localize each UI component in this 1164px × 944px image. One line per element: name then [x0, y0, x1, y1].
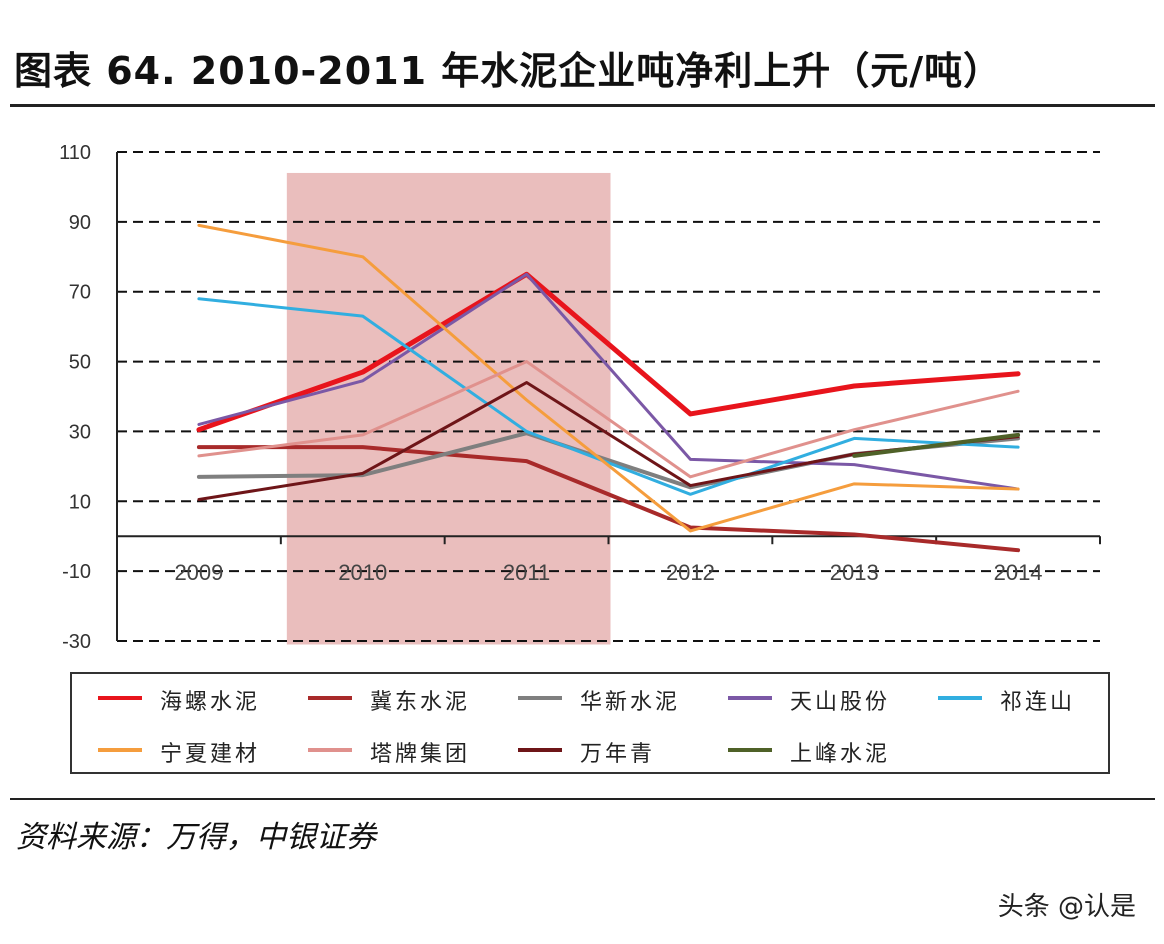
series-line-6	[197, 360, 1020, 479]
watermark: 头条 @认是	[997, 892, 1136, 922]
chart-title: 图表 64. 2010-2011 年水泥企业吨净利上升（元/吨）	[14, 49, 1003, 93]
series-line-4	[197, 297, 1020, 496]
x-tick-label: 2011	[503, 560, 550, 585]
legend-label: 祁连山	[1000, 690, 1076, 715]
legend-label: 华新水泥	[580, 690, 681, 715]
legend-item: 上峰水泥	[728, 736, 891, 768]
legend-item: 冀东水泥	[308, 684, 471, 716]
legend-label: 冀东水泥	[370, 690, 471, 715]
highlight-region	[286, 172, 611, 645]
y-tick-label: 50	[69, 352, 91, 374]
y-tick-label: 90	[69, 212, 91, 234]
legend-item: 天山股份	[728, 684, 891, 716]
x-tick-label: 2012	[666, 560, 715, 585]
x-tick-label: 2014	[994, 560, 1043, 585]
series-line-3	[197, 272, 1020, 491]
legend-swatch	[938, 696, 982, 700]
legend-swatch	[518, 748, 562, 752]
legend-item: 塔牌集团	[308, 736, 471, 768]
legend-item: 万年青	[518, 736, 656, 768]
legend-swatch	[98, 748, 142, 752]
legend: 海螺水泥 冀东水泥 华新水泥 天山股份 祁连山宁夏建材 塔牌集团 万年青 上峰水泥	[70, 672, 1110, 774]
series-line-0	[196, 271, 1021, 433]
legend-label: 海螺水泥	[160, 690, 261, 715]
legend-swatch	[308, 748, 352, 752]
y-tick-label: 10	[69, 491, 91, 513]
legend-item: 海螺水泥	[98, 684, 261, 716]
legend-item: 宁夏建材	[98, 736, 261, 768]
y-tick-label: 110	[59, 142, 91, 164]
legend-swatch	[518, 696, 562, 700]
legend-swatch	[728, 748, 772, 752]
y-tick-label: 30	[69, 421, 91, 443]
y-tick-label: -30	[62, 631, 91, 653]
legend-item: 祁连山	[938, 684, 1076, 716]
legend-item: 华新水泥	[518, 684, 681, 716]
series-line-5	[197, 223, 1020, 533]
x-tick-label: 2009	[174, 560, 223, 585]
series-line-8	[852, 432, 1021, 458]
legend-label: 天山股份	[790, 690, 891, 715]
y-tick-label: -10	[62, 561, 91, 583]
legend-label: 万年青	[580, 742, 656, 767]
x-tick-label: 2010	[338, 560, 387, 585]
title-divider	[10, 104, 1155, 107]
legend-label: 塔牌集团	[370, 742, 471, 767]
x-tick-label: 2013	[830, 560, 879, 585]
source-divider	[10, 798, 1155, 800]
legend-label: 宁夏建材	[160, 742, 261, 767]
legend-swatch	[98, 696, 142, 700]
legend-swatch	[728, 696, 772, 700]
y-tick-label: 70	[69, 282, 91, 304]
source-note: 资料来源：万得，中银证券	[16, 820, 376, 855]
legend-swatch	[308, 696, 352, 700]
series-line-1	[196, 445, 1021, 553]
legend-label: 上峰水泥	[790, 742, 891, 767]
